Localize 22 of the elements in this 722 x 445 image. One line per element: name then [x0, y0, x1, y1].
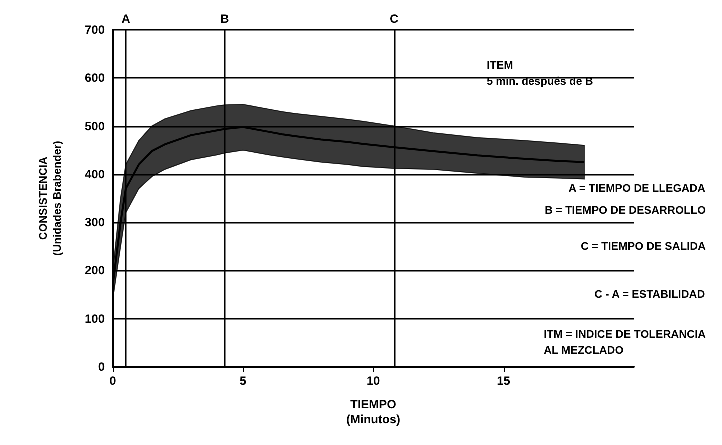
- annotation: A = TIEMPO DE LLEGADA: [568, 183, 706, 195]
- y-tick-label: 700: [84, 23, 106, 37]
- y-tick-label: 600: [84, 71, 106, 86]
- y-tick-label: 400: [84, 167, 106, 182]
- y-tick-label: 500: [84, 119, 106, 134]
- x-tick-label: 15: [497, 374, 511, 388]
- ref-line-label: A: [122, 12, 131, 26]
- y-tick-label: 100: [84, 312, 106, 326]
- annotation: C = TIEMPO DE SALIDA: [581, 241, 706, 253]
- annotation: C - A = ESTABILIDAD: [594, 289, 706, 301]
- y-tick-label: 300: [84, 216, 106, 230]
- annotation: ITM = INDICE DE TOLERANCIA AL MEZCLADO: [544, 329, 706, 357]
- x-tick-label: 0: [110, 374, 117, 388]
- x-axis-title: TIEMPO (Minutos): [346, 398, 400, 426]
- ref-line-label: C: [390, 12, 400, 26]
- x-tick-label: 5: [240, 374, 247, 388]
- y-tick-label: 200: [84, 264, 106, 278]
- y-tick-label: 0: [98, 360, 106, 374]
- y-axis-title: CONSISTENCIA (Unidades Brabender): [38, 140, 64, 256]
- annotation: B = TIEMPO DE DESARROLLO: [544, 205, 706, 217]
- ref-line-label: B: [220, 12, 230, 26]
- x-tick-label: 10: [366, 374, 380, 388]
